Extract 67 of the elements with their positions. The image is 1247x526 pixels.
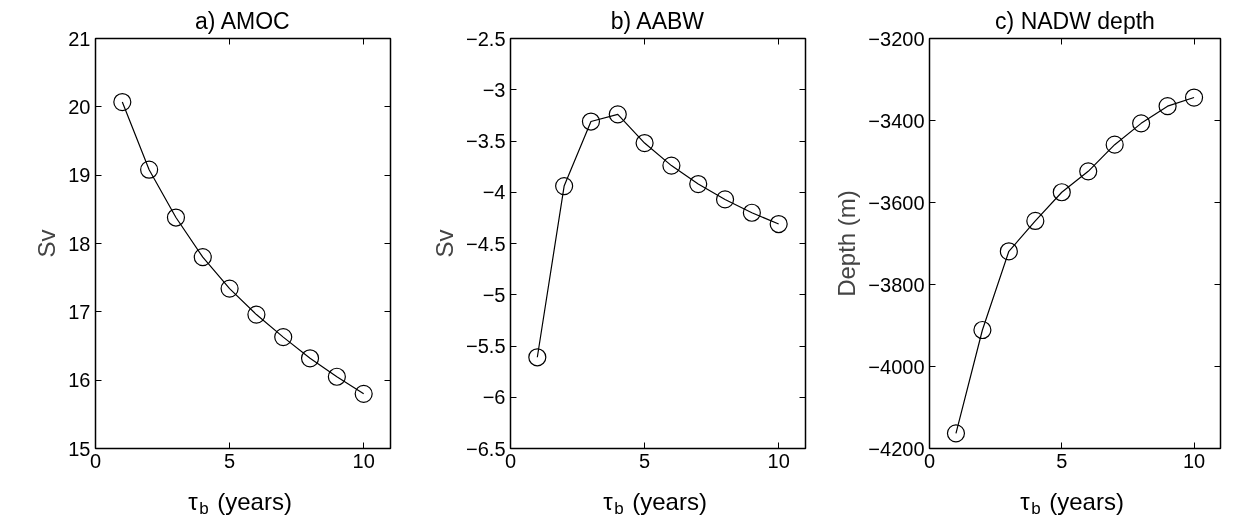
y-tick-label: 19 bbox=[68, 164, 91, 187]
point bbox=[220, 279, 239, 298]
y-axis-title: Sv bbox=[431, 229, 459, 258]
chart-title: a) AMOC bbox=[195, 7, 290, 34]
x-tick-label: 5 bbox=[639, 449, 651, 472]
y-tick-label: −4 bbox=[482, 181, 506, 204]
y-tick-label: −3 bbox=[482, 78, 506, 101]
point bbox=[274, 328, 293, 347]
point bbox=[973, 320, 992, 340]
chart-title: c) NADW depth bbox=[995, 7, 1155, 34]
x-tick-label: 10 bbox=[352, 449, 375, 472]
point bbox=[715, 190, 735, 209]
x-tick-label: 10 bbox=[1182, 449, 1206, 472]
y-tick-label: −3200 bbox=[868, 27, 925, 50]
point bbox=[113, 92, 132, 112]
point bbox=[300, 349, 320, 368]
point bbox=[247, 305, 266, 324]
y-tick-label: −5.5 bbox=[466, 335, 506, 357]
point bbox=[769, 214, 788, 234]
chart-title: b) AABW bbox=[610, 7, 705, 34]
x-tick-label: 0 bbox=[89, 449, 102, 472]
y-tick-label: 16 bbox=[68, 369, 91, 392]
x-tick-label: 5 bbox=[224, 449, 236, 472]
y-tick-label: 21 bbox=[68, 27, 91, 50]
point bbox=[1158, 97, 1177, 116]
y-tick-label: −4.5 bbox=[466, 232, 506, 255]
point bbox=[581, 112, 601, 131]
point bbox=[528, 348, 547, 367]
y-axis-title: Sv bbox=[33, 229, 61, 258]
y-tick-label: −4200 bbox=[868, 437, 925, 460]
point bbox=[689, 174, 708, 194]
y-tick-label: −3800 bbox=[868, 273, 925, 296]
y-tick-label: −3.5 bbox=[466, 130, 506, 152]
x-tick-label: 5 bbox=[1056, 449, 1068, 472]
point bbox=[742, 203, 761, 222]
point bbox=[1132, 114, 1151, 133]
y-tick-label: 15 bbox=[68, 437, 91, 460]
point bbox=[193, 248, 212, 267]
point bbox=[999, 242, 1018, 261]
x-tick-label: 0 bbox=[504, 449, 517, 472]
point bbox=[1026, 211, 1045, 231]
y-tick-label: −2.5 bbox=[466, 27, 506, 50]
point bbox=[140, 160, 159, 179]
point bbox=[662, 156, 681, 175]
y-tick-label: −3600 bbox=[868, 191, 925, 214]
point bbox=[327, 367, 346, 386]
y-tick-label: −5 bbox=[482, 283, 506, 306]
point bbox=[1105, 135, 1124, 154]
y-tick-label: −3400 bbox=[868, 109, 925, 132]
y-tick-label: 20 bbox=[68, 95, 91, 118]
point bbox=[354, 384, 373, 403]
y-tick-label: 17 bbox=[68, 300, 91, 323]
point bbox=[946, 424, 966, 443]
y-tick-label: 18 bbox=[68, 232, 91, 255]
y-tick-label: −4000 bbox=[868, 355, 925, 378]
point bbox=[1052, 183, 1071, 202]
y-tick-label: −6.5 bbox=[466, 437, 506, 460]
point bbox=[1184, 88, 1204, 107]
x-tick-label: 0 bbox=[923, 449, 936, 472]
point bbox=[1079, 162, 1098, 181]
y-tick-label: −6 bbox=[482, 386, 506, 409]
x-tick-label: 10 bbox=[767, 449, 790, 472]
point bbox=[555, 177, 574, 196]
point bbox=[608, 105, 627, 124]
point bbox=[166, 208, 186, 227]
point bbox=[635, 133, 654, 153]
y-axis-title: Depth (m) bbox=[833, 190, 861, 297]
